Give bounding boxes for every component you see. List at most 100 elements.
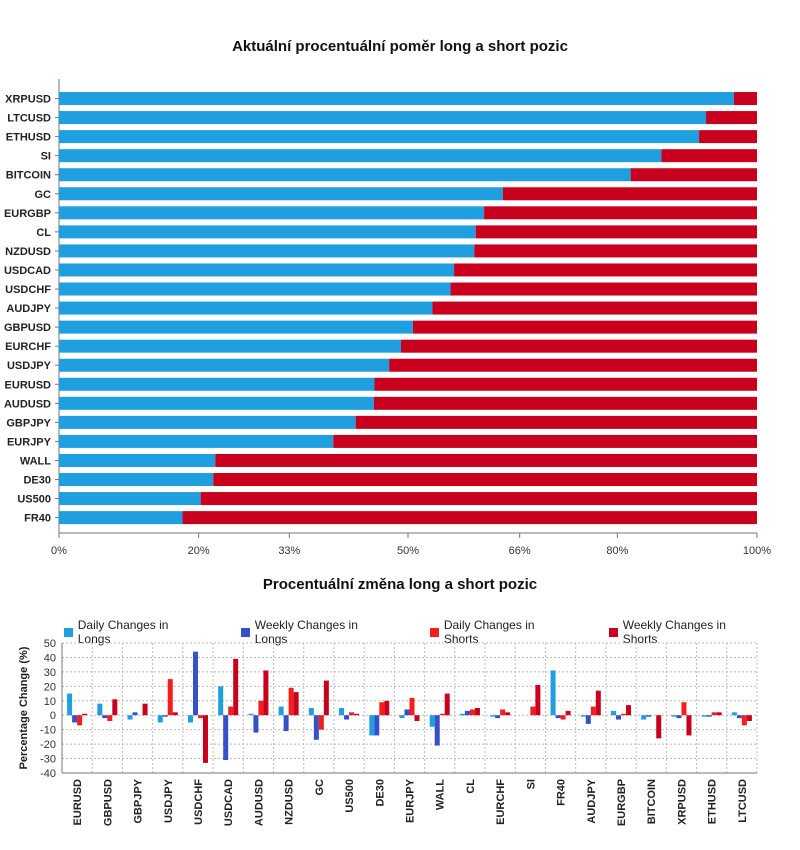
chart1-long-bar — [59, 511, 183, 525]
chart2-bar — [107, 715, 113, 721]
chart2-legend-item: Daily Changes in Shorts — [430, 618, 569, 646]
chart2-category-label: ETHUSD — [707, 779, 719, 824]
chart1-long-bar — [59, 206, 485, 220]
chart1-short-bar — [355, 415, 757, 429]
chart1-long-bar — [59, 263, 455, 277]
chart1-short-bar — [484, 206, 757, 220]
chart2-legend-item: Daily Changes in Longs — [64, 618, 201, 646]
chart2-bar — [706, 715, 712, 717]
chart2-bar — [162, 715, 168, 717]
chart2-category-label: EURJPY — [405, 778, 417, 823]
chart1-category-label: USDCAD — [4, 265, 51, 277]
chart2-ytick-label: -40 — [40, 768, 56, 780]
chart1-short-bar — [213, 473, 757, 487]
chart1-category-label: WALL — [20, 455, 51, 467]
chart2-bar — [202, 715, 208, 763]
chart2-bar — [248, 713, 254, 716]
chart2-bar — [681, 702, 687, 716]
chart2-bar — [429, 715, 435, 727]
chart2-bar — [434, 715, 440, 746]
chart1-long-bar — [59, 434, 334, 448]
chart1-short-bar — [401, 339, 757, 353]
chart1-short-bar — [661, 149, 757, 163]
chart2-bar — [611, 710, 617, 716]
chart2-bar — [565, 710, 571, 716]
chart2-bar — [253, 715, 259, 733]
chart1-long-bar — [59, 225, 476, 239]
chart1-category-label: EURJPY — [7, 436, 52, 448]
chart2-bar — [323, 680, 329, 716]
chart2-ytick-label: 50 — [44, 638, 56, 650]
chart2-category-label: EURGBP — [616, 779, 628, 826]
chart1-long-bar — [59, 492, 201, 506]
chart2-bar — [495, 715, 501, 719]
chart2-bar — [293, 692, 299, 716]
chart1-xtick-label: 33% — [278, 545, 300, 557]
chart2-legend-swatch — [240, 627, 250, 637]
chart2-ytick-label: 40 — [44, 652, 56, 664]
chart1-category-label: GBPJPY — [6, 417, 51, 429]
chart1-category-label: AUDJPY — [6, 303, 51, 315]
chart2-category-label: NZDUSD — [284, 779, 296, 825]
chart1-short-bar — [450, 282, 757, 296]
chart2-bar — [444, 693, 450, 716]
chart2-category-label: LTCUSD — [737, 779, 749, 823]
chart1-category-label: NZDUSD — [5, 246, 51, 258]
chart1-long-bar — [59, 301, 433, 315]
chart2-bar — [616, 715, 622, 720]
chart1-category-label: EURGBP — [4, 208, 51, 220]
chart2-bar — [349, 712, 355, 716]
chart2-bar — [439, 713, 445, 716]
chart1-category-label: CL — [36, 227, 51, 239]
chart2-bar — [535, 684, 541, 716]
chart2-bar — [474, 708, 480, 716]
chart2-bar — [127, 715, 133, 720]
chart1-xtick-label: 100% — [743, 545, 771, 557]
chart1-long-bar — [59, 473, 214, 487]
chart2-bar — [318, 715, 324, 730]
chart2-y-axis-title: Percentage Change (%) — [18, 646, 30, 769]
chart2-bar — [218, 686, 224, 716]
chart2-bar — [646, 715, 652, 717]
chart1-short-bar — [215, 453, 758, 467]
chart1-short-bar — [333, 434, 757, 448]
chart2-bar — [399, 715, 405, 719]
chart1-short-bar — [502, 187, 757, 201]
chart2-bar — [192, 651, 198, 716]
chart2-bar — [77, 715, 83, 726]
chart2-bar — [288, 687, 294, 716]
chart2-bar — [263, 670, 269, 716]
chart2-ytick-label: -20 — [40, 739, 56, 751]
chart2-bar — [142, 703, 148, 716]
chart2-category-label: AUDUSD — [253, 779, 265, 826]
chart1-long-bar — [59, 320, 413, 334]
chart2-category-label: US500 — [344, 779, 356, 813]
chart2-bar — [132, 712, 138, 716]
chart1-long-bar — [59, 187, 503, 201]
chart1-long-bar — [59, 339, 402, 353]
chart1-short-bar — [374, 377, 757, 391]
chart2-legend-label: Daily Changes in Shorts — [443, 618, 535, 646]
chart1-short-bar — [389, 358, 757, 372]
chart2-ytick-label: -10 — [40, 725, 56, 737]
chart1-title: Aktuální procentuální poměr long a short… — [232, 38, 568, 55]
chart1-svg: XRPUSD LTCUSD ETHUSD SI BITCOIN GC EURGBP CL NZD… — [4, 79, 771, 557]
chart1-category-label: GC — [35, 189, 52, 201]
chart1-category-label: AUDUSD — [4, 398, 51, 410]
chart2-bar — [686, 715, 692, 736]
chart2-bar — [308, 708, 314, 716]
chart1-category-label: USDJPY — [7, 360, 52, 372]
chart2-legend-label: Daily Changes in Longs — [77, 618, 169, 646]
chart2-bar — [344, 715, 350, 720]
chart1-long-bar — [59, 415, 356, 429]
chart2-bar — [736, 715, 742, 719]
chart2-legend-swatch — [64, 627, 73, 637]
chart1-long-bar — [59, 92, 734, 106]
chart2-category-label: CL — [465, 779, 477, 794]
chart2-bar — [464, 710, 470, 716]
chart2-category-label: USDCHF — [193, 779, 205, 825]
chart2-bar — [72, 715, 78, 723]
chart2-category-label: EURUSD — [72, 779, 84, 826]
